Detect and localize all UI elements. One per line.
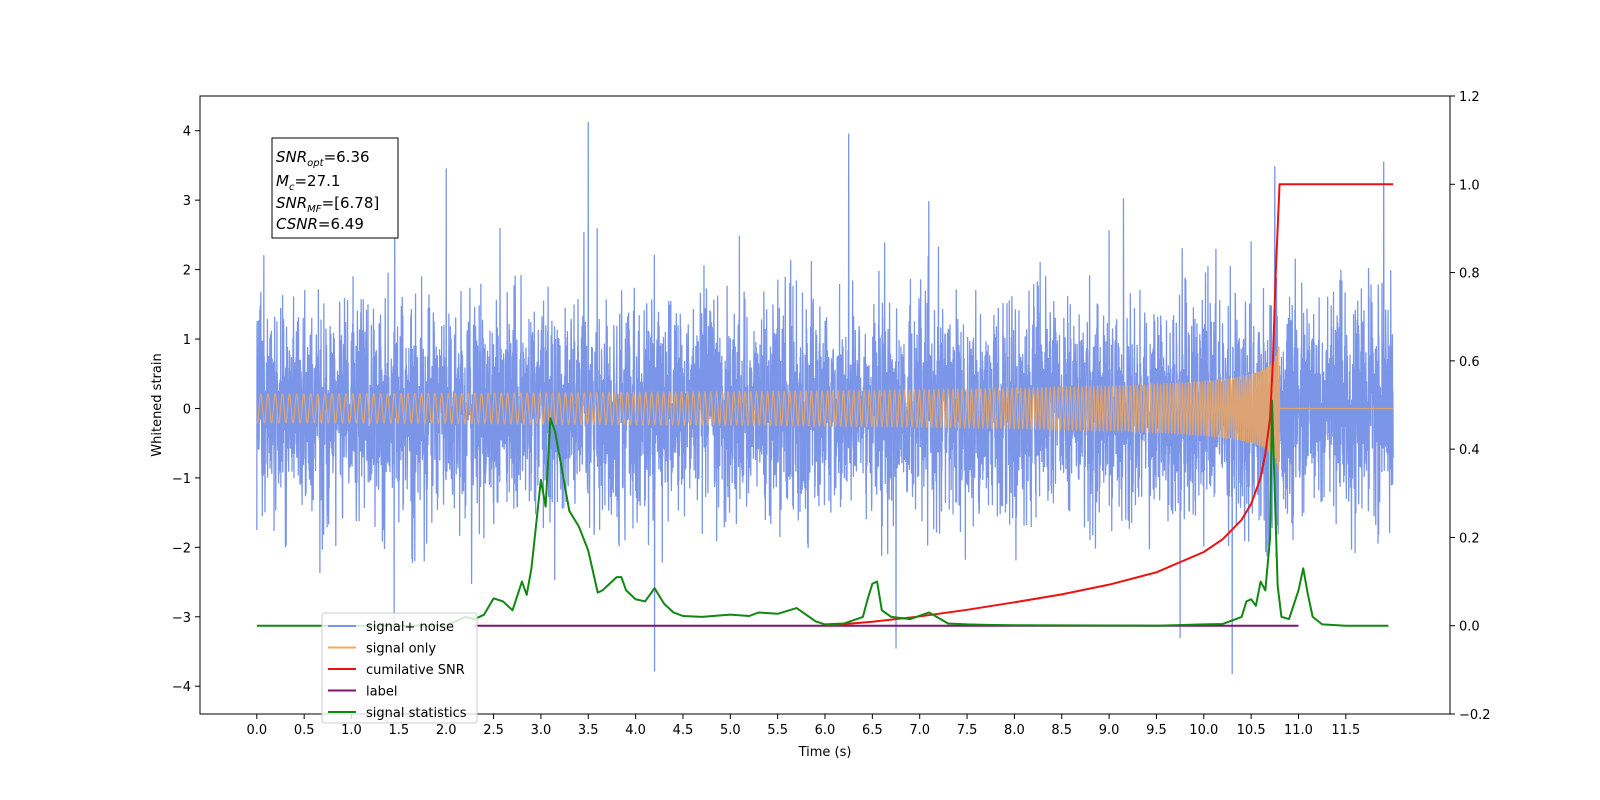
x-tick-label: 9.0: [1099, 723, 1120, 738]
annotation-subscript: opt: [307, 158, 324, 169]
y-tick-label: 2: [183, 264, 191, 279]
y-tick-label: −2: [172, 541, 191, 556]
series-cumulative-snr: [824, 183, 1394, 627]
x-tick-label: 7.5: [957, 723, 978, 738]
x-tick-label: 6.5: [862, 723, 883, 738]
annotation-value: =[6.78]: [322, 194, 380, 212]
x-tick-label: 9.5: [1146, 723, 1167, 738]
x-tick-label: 11.5: [1331, 723, 1360, 738]
y-right-tick-label: 0.4: [1459, 443, 1480, 458]
legend-label: cumilative SNR: [366, 663, 465, 678]
y-right-tick-label: 0.6: [1459, 355, 1480, 370]
x-tick-label: 7.0: [909, 723, 930, 738]
annotation-base: CSNR: [276, 215, 318, 233]
annotation-line: SNRMF=[6.78]: [276, 194, 379, 215]
annotation-subscript: c: [289, 182, 295, 193]
x-axis: 0.0 0.5 1.0 1.5 2.0 2.5 3.0 3.5 4.0 4.5 5.0 5.5 6.0 6…: [246, 714, 1360, 738]
annotation-base: SNR: [276, 194, 307, 212]
y-tick-label: 1: [183, 333, 191, 348]
y-right-tick-label: 1.2: [1459, 90, 1480, 105]
y-right-tick-label: 0.0: [1459, 620, 1480, 635]
x-tick-label: 5.5: [767, 723, 788, 738]
annotation-value: =6.36: [324, 148, 370, 166]
y-axis-left: −4 −3 −2 −1 0 1 2 3 4: [172, 125, 200, 695]
legend-label: label: [366, 685, 397, 700]
series-line-cumulative-snr: [824, 183, 1394, 627]
annotation-line: CSNR=6.49: [276, 215, 364, 233]
annotation-base: SNR: [276, 148, 307, 166]
annotation-line: SNRopt=6.36: [276, 148, 370, 169]
x-tick-label: 3.0: [531, 723, 552, 738]
x-tick-label: 5.0: [720, 723, 741, 738]
y-right-tick-label: 0.8: [1459, 267, 1480, 282]
series-line-signal-plus-noise: [256, 121, 1394, 675]
y-axis-label: Whitened strain: [150, 353, 165, 456]
series-signal-only: [256, 346, 1394, 473]
x-tick-label: 8.0: [1004, 723, 1025, 738]
x-tick-label: 11.0: [1284, 723, 1313, 738]
legend-label: signal statistics: [366, 706, 467, 721]
plot-area: [256, 121, 1394, 675]
annotation-subscript: MF: [307, 204, 322, 215]
annotation-value: =6.49: [318, 215, 364, 233]
x-axis-label: Time (s): [798, 745, 852, 760]
x-tick-label: 6.0: [815, 723, 836, 738]
x-tick-label: 0.5: [294, 723, 315, 738]
legend-label: signal+ noise: [366, 620, 454, 635]
legend: signal+ noise signal only cumilative SNR la…: [321, 612, 478, 724]
x-tick-label: 2.0: [436, 723, 457, 738]
x-tick-label: 1.5: [389, 723, 410, 738]
x-tick-label: 4.0: [625, 723, 646, 738]
x-tick-label: 8.5: [1051, 723, 1072, 738]
y-right-tick-label: −0.2: [1459, 708, 1491, 723]
x-tick-label: 1.0: [341, 723, 362, 738]
y-tick-label: −1: [172, 472, 191, 487]
annotation-base: M: [276, 172, 289, 190]
series-line-signal-statistics: [256, 399, 1389, 627]
y-right-tick-label: 1.0: [1459, 178, 1480, 193]
y-tick-label: 3: [183, 194, 191, 209]
series-line-signal-only: [256, 346, 1394, 473]
series-signal-statistics: [256, 399, 1389, 627]
legend-frame: [321, 612, 478, 724]
y-right-tick-label: 0.2: [1459, 531, 1480, 546]
y-axis-right: −0.2 0.0 0.2 0.4 0.6 0.8 1.0 1.2: [1450, 90, 1491, 723]
y-tick-label: −4: [172, 680, 191, 695]
x-tick-label: 10.5: [1237, 723, 1266, 738]
annotation-value: =27.1: [294, 172, 340, 190]
annotation-line: Mc=27.1: [276, 172, 340, 193]
x-tick-label: 3.5: [578, 723, 599, 738]
y-tick-label: 4: [183, 125, 191, 140]
y-tick-label: 0: [183, 402, 191, 417]
x-tick-label: 0.0: [246, 723, 267, 738]
x-tick-label: 2.5: [483, 723, 504, 738]
annotation-box-frame: [271, 137, 399, 239]
legend-label: signal only: [366, 642, 436, 657]
x-tick-label: 10.0: [1189, 723, 1218, 738]
x-tick-label: 4.5: [673, 723, 694, 738]
y-tick-label: −3: [172, 611, 191, 626]
annotation-box: SNRopt=6.36 Mc=27.1 SNRMF=[6.78] CSNR=6.…: [271, 137, 399, 239]
series-signal-plus-noise: [256, 121, 1394, 675]
